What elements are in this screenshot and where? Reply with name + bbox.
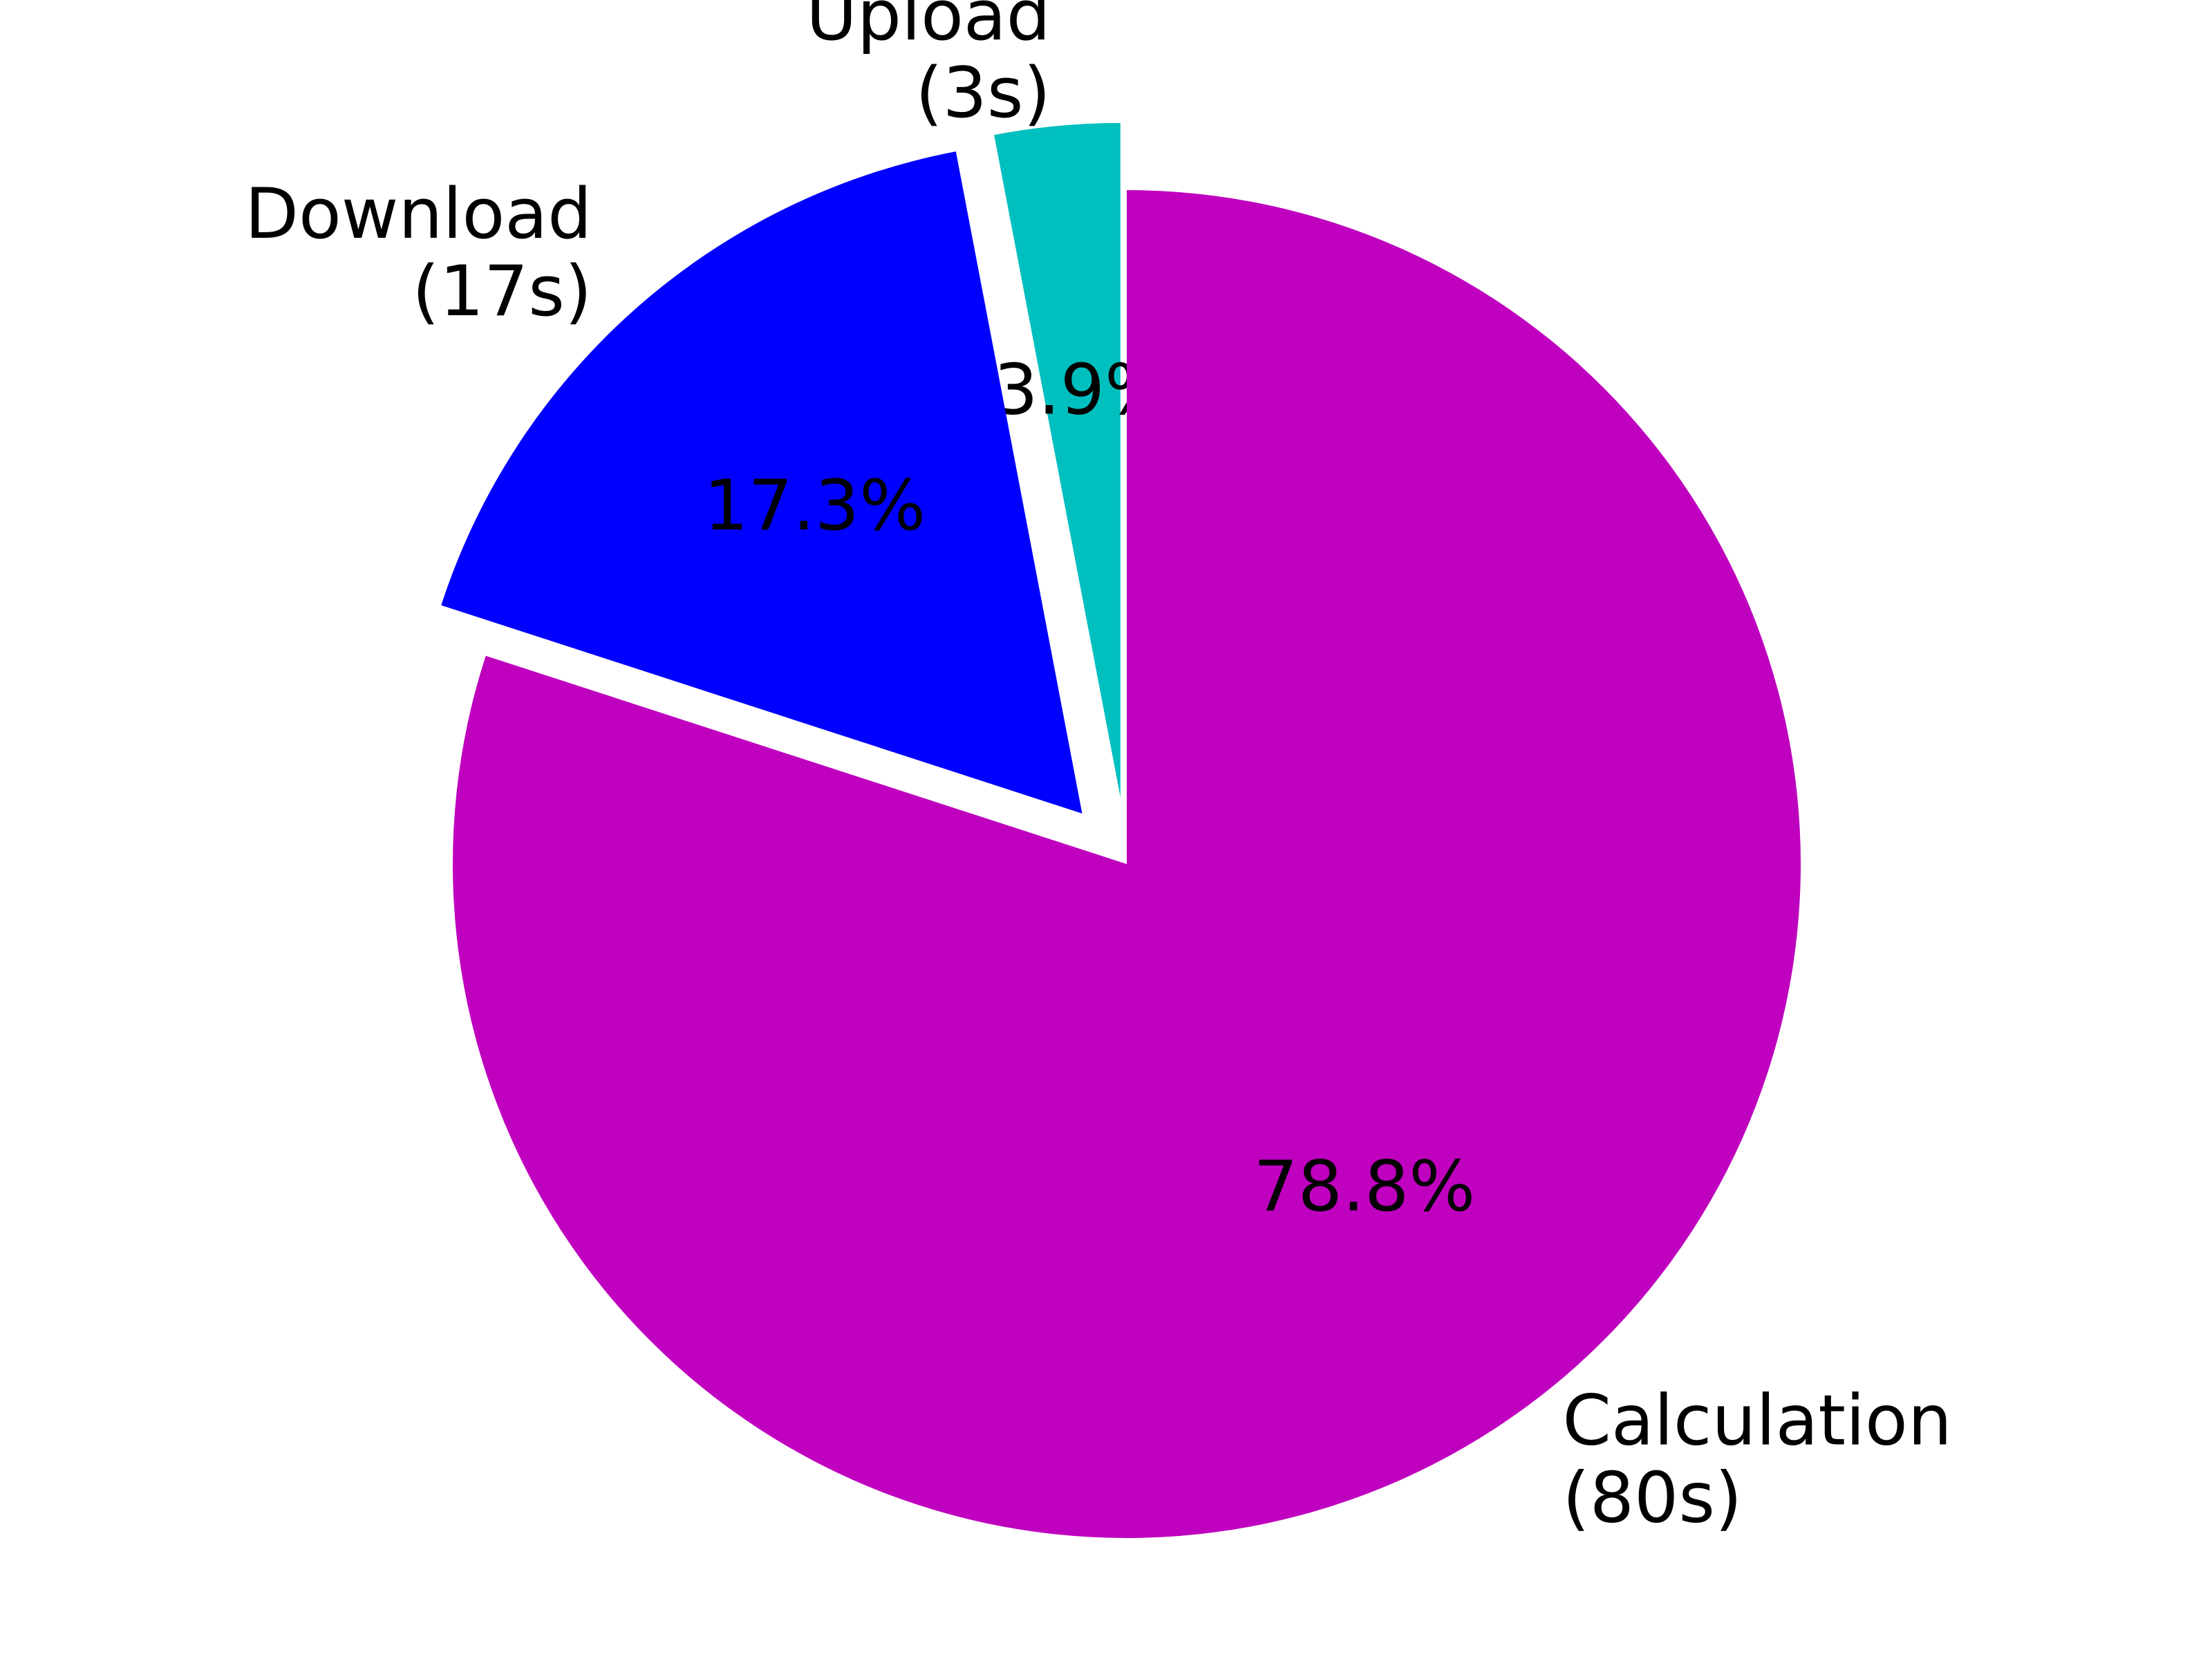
- pie-slice-download: [441, 151, 1082, 814]
- slice-label-line: (17s): [412, 250, 592, 332]
- slice-label-calculation: Calculation (80s): [1562, 1379, 1951, 1538]
- slice-label-line: Download: [245, 173, 592, 254]
- slice-label-line: (80s): [1562, 1456, 1742, 1538]
- pie-slice-upload: [994, 122, 1121, 797]
- slice-label-line: Calculation: [1562, 1379, 1951, 1461]
- slice-label-upload: Upload (3s): [806, 0, 1051, 133]
- percent-label-calculation: 78.8%: [1253, 1145, 1475, 1227]
- slice-label-download: Download (17s): [245, 173, 592, 332]
- slice-label-line: Upload: [806, 0, 1051, 56]
- slice-label-line: (3s): [915, 52, 1051, 133]
- pie-slice-calculation: [453, 190, 1801, 1538]
- percent-label-download: 17.3%: [704, 465, 926, 546]
